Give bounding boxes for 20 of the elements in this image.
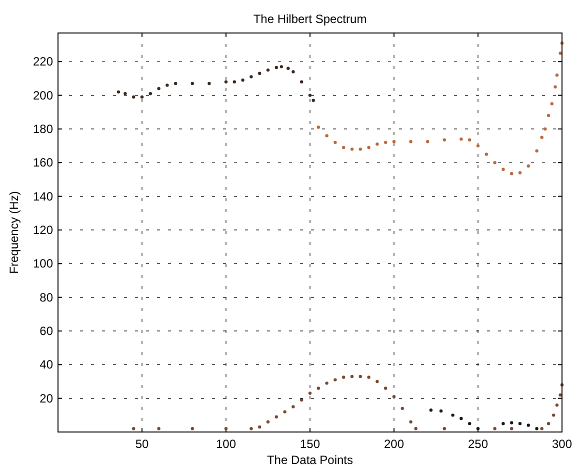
y-tick-label: 40	[40, 358, 54, 372]
y-tick-label: 140	[32, 189, 54, 204]
x-tick-label: 100	[216, 437, 236, 451]
y-tick-label: 220	[32, 54, 54, 69]
x-tick-label: 150	[300, 437, 320, 451]
chart-title: The Hilbert Spectrum	[253, 12, 367, 26]
y-tick-label: 200	[32, 88, 54, 102]
x-tick-label: 50	[135, 437, 149, 451]
y-tick-label: 60	[40, 324, 54, 338]
x-tick-label: 300	[552, 437, 572, 451]
x-tick-label: 250	[468, 437, 488, 451]
x-tick-label: 200	[384, 437, 404, 451]
y-tick-label: 80	[40, 290, 54, 304]
y-tick-label: 100	[32, 256, 54, 271]
y-axis-title: Frequency (Hz)	[7, 191, 21, 274]
x-axis-title: The Data Points	[266, 453, 354, 467]
y-tick-label: 180	[32, 122, 54, 136]
y-tick-label: 20	[40, 391, 54, 406]
y-tick-label: 120	[32, 222, 54, 237]
y-tick-label: 160	[32, 156, 54, 170]
